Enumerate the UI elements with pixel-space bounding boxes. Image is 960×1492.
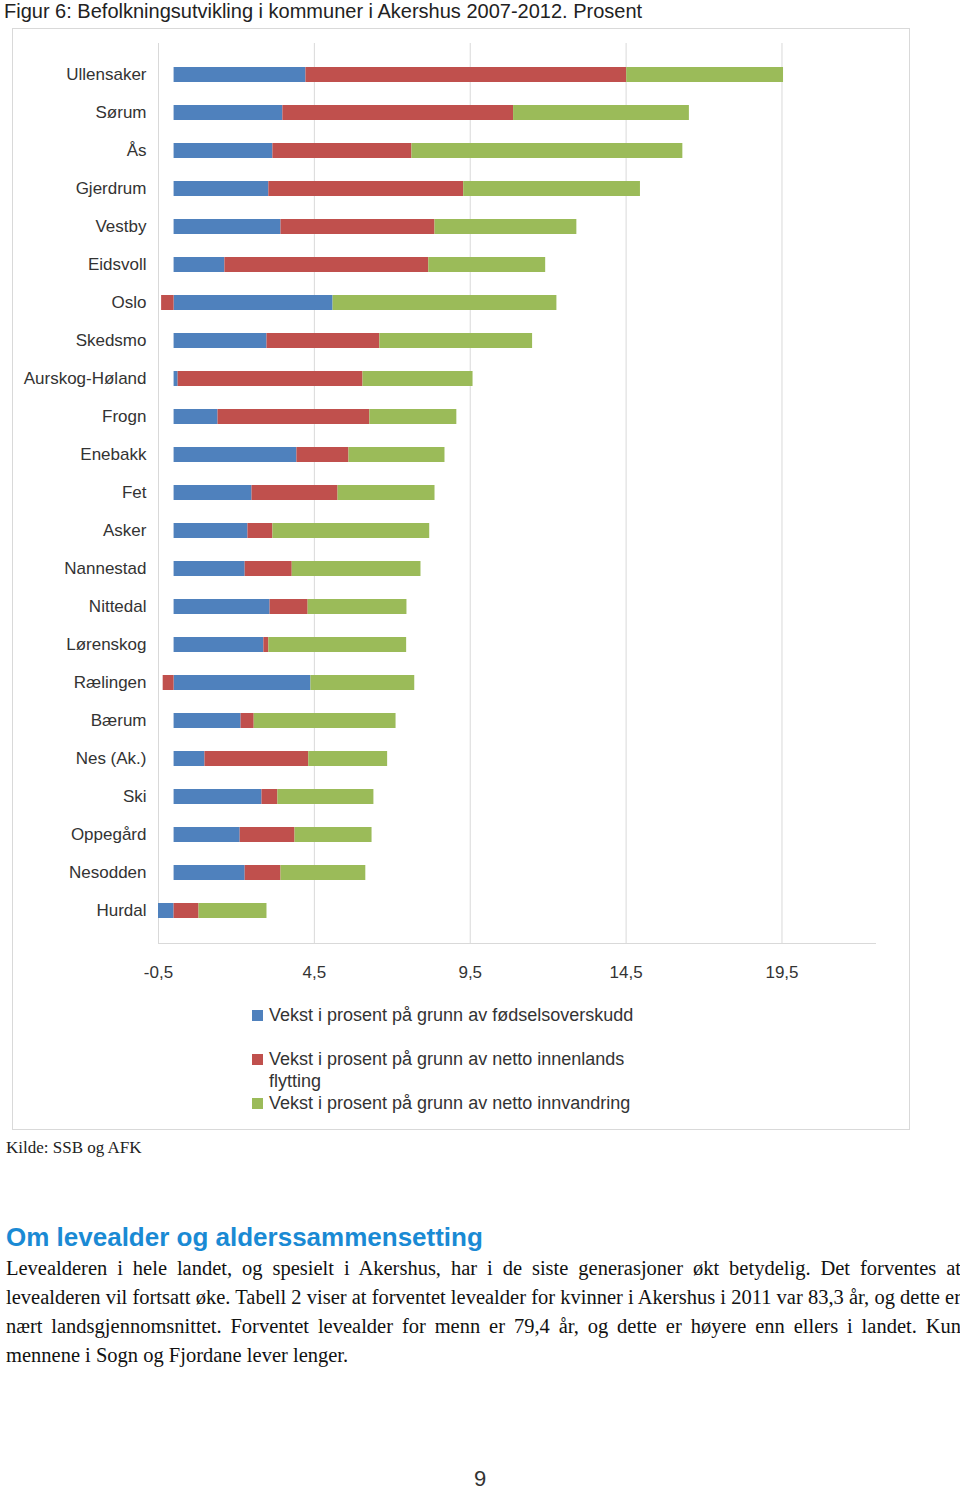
svg-text:Lørenskog: Lørenskog xyxy=(66,635,146,654)
svg-text:14,5: 14,5 xyxy=(610,963,643,982)
svg-text:19,5: 19,5 xyxy=(765,963,798,982)
html-text:Kilde: SSB og AFK: Kilde: SSB og AFK xyxy=(6,1138,142,1157)
svg-text:Sørum: Sørum xyxy=(96,103,147,122)
svg-text:Skedsmo: Skedsmo xyxy=(76,331,147,350)
svg-text:Oppegård: Oppegård xyxy=(71,825,147,844)
svg-text:Ski: Ski xyxy=(123,787,147,806)
svg-text:Rælingen: Rælingen xyxy=(74,673,147,692)
svg-text:Ullensaker: Ullensaker xyxy=(66,65,147,84)
svg-text:4,5: 4,5 xyxy=(303,963,327,982)
html-text:Figur 6: Befolkningsutvikling: Figur 6: Befolkningsutvikling i kommuner… xyxy=(4,0,643,22)
svg-text:Eidsvoll: Eidsvoll xyxy=(88,255,147,274)
svg-text:Oslo: Oslo xyxy=(112,293,147,312)
svg-text:Hurdal: Hurdal xyxy=(96,901,146,920)
svg-text:Enebakk: Enebakk xyxy=(80,445,147,464)
svg-text:-0,5: -0,5 xyxy=(144,963,173,982)
svg-text:Nittedal: Nittedal xyxy=(89,597,147,616)
svg-text:Nannestad: Nannestad xyxy=(64,559,146,578)
html-text:Levealderen i hele landet, og: Levealderen i hele landet, og spesielt i… xyxy=(6,1257,960,1366)
html-text:Vekst i prosent på grunn av ne: Vekst i prosent på grunn av netto innenl… xyxy=(269,1049,625,1091)
svg-text:Nes (Ak.): Nes (Ak.) xyxy=(76,749,147,768)
svg-text:Ås: Ås xyxy=(127,141,147,160)
svg-text:Frogn: Frogn xyxy=(102,407,146,426)
svg-text:Fet: Fet xyxy=(122,483,147,502)
svg-text:Vestby: Vestby xyxy=(95,217,147,236)
html-text:Om levealder og alderssammense: Om levealder og alderssammensetting xyxy=(6,1222,483,1252)
html-text:Vekst i prosent på grunn av ne: Vekst i prosent på grunn av netto innvan… xyxy=(269,1093,631,1113)
html-text:Vekst i prosent på grunn av fø: Vekst i prosent på grunn av fødselsovers… xyxy=(269,1005,634,1025)
svg-text:Asker: Asker xyxy=(103,521,147,540)
svg-text:Nesodden: Nesodden xyxy=(69,863,147,882)
svg-text:Gjerdrum: Gjerdrum xyxy=(76,179,147,198)
svg-text:Aurskog-Høland: Aurskog-Høland xyxy=(24,369,147,388)
svg-text:Bærum: Bærum xyxy=(91,711,147,730)
html-text:9: 9 xyxy=(473,1466,487,1491)
svg-text:9,5: 9,5 xyxy=(458,963,482,982)
